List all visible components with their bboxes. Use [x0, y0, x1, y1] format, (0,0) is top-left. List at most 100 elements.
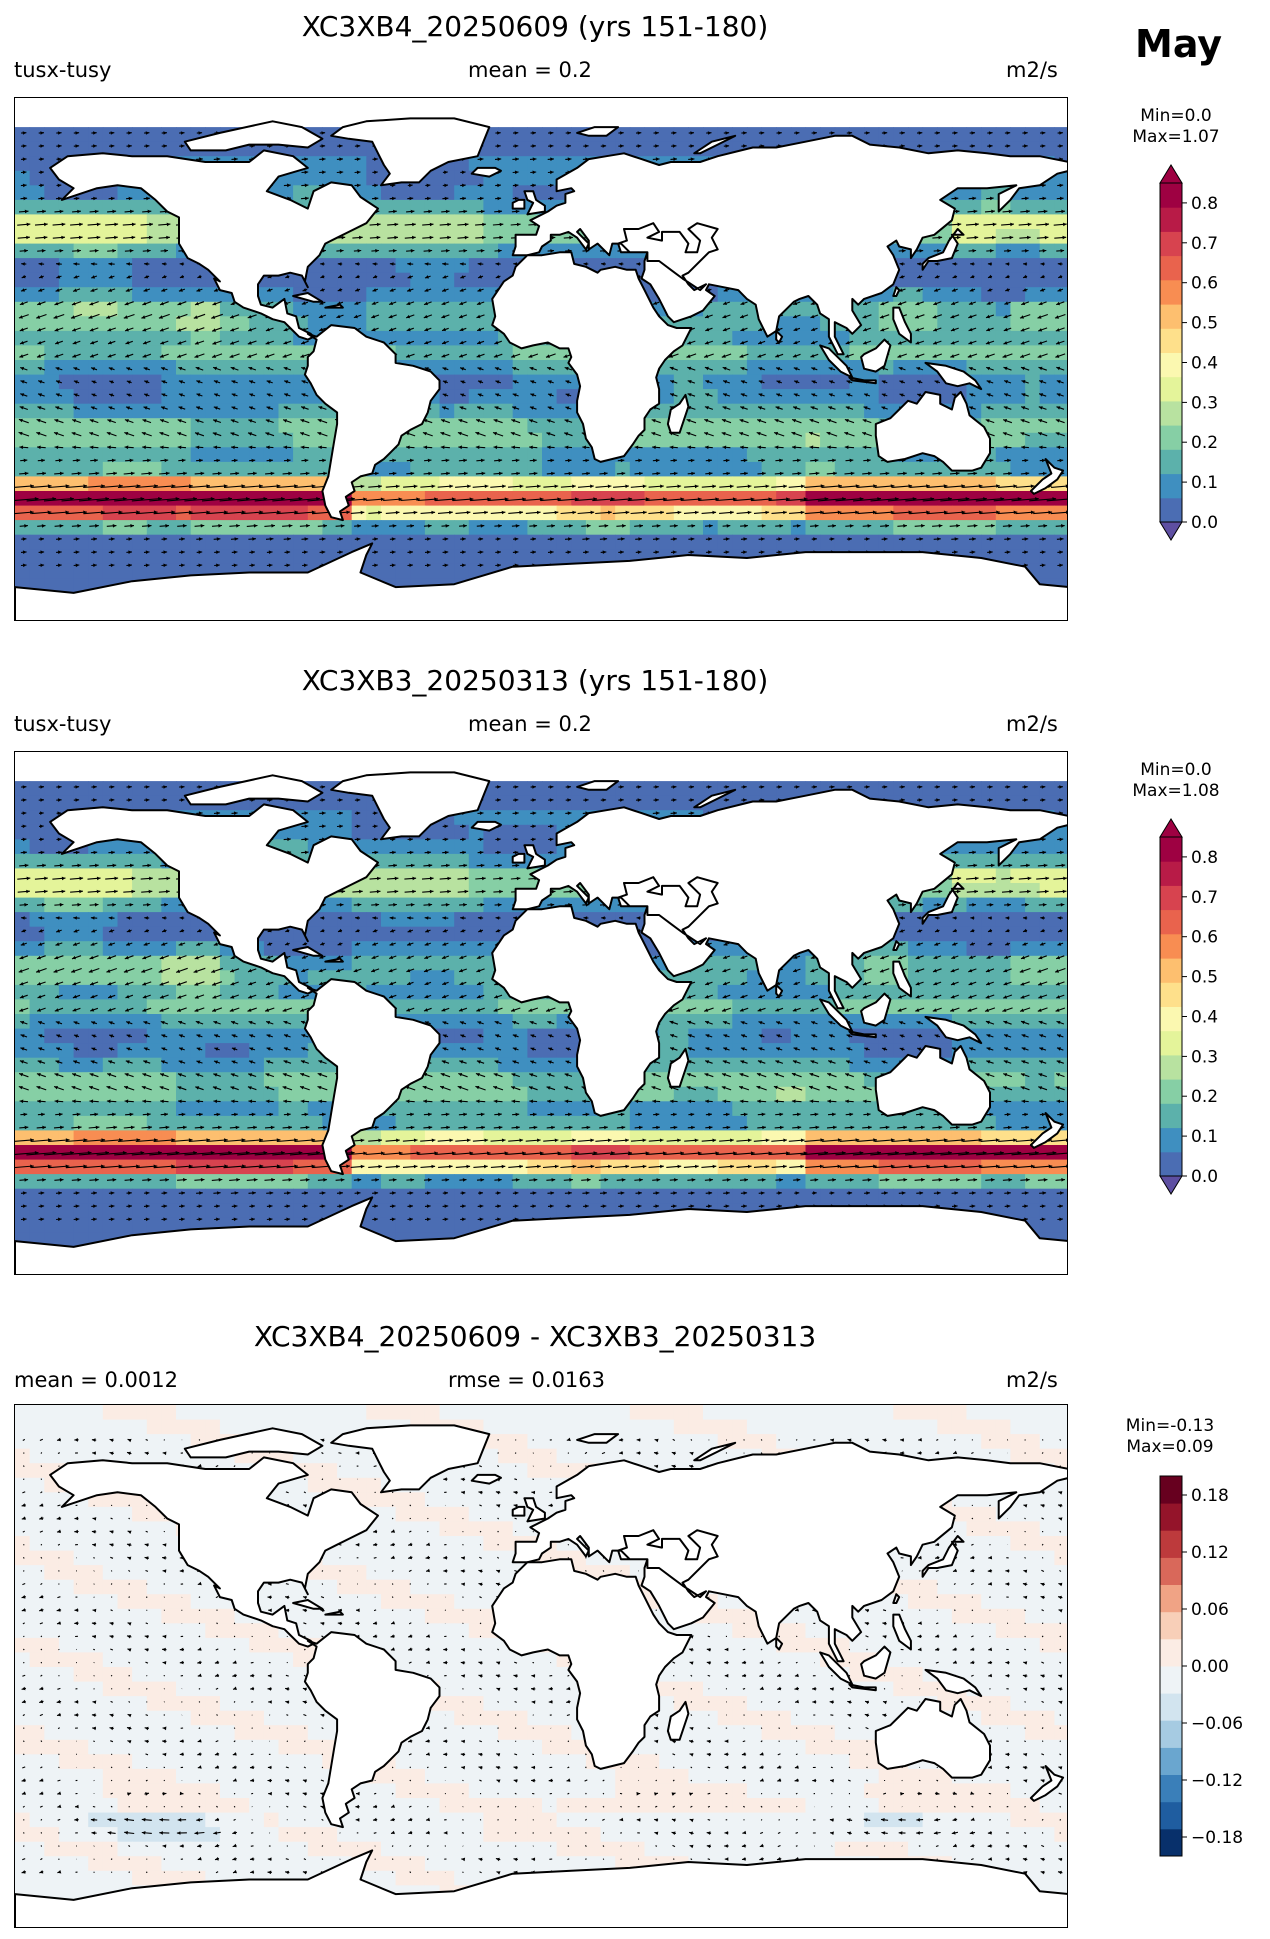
- land-new-zealand: [1029, 1765, 1065, 1802]
- units-label: m2/s: [1006, 1368, 1058, 1392]
- units-label: m2/s: [1006, 58, 1058, 82]
- colorbar-tick-label: 0.7: [1191, 888, 1218, 908]
- land-iceland: [470, 166, 502, 178]
- rmse-label: rmse = 0.0163: [448, 1368, 606, 1392]
- colorbar-segment: [1160, 1151, 1182, 1177]
- colorbar-tick-label: 0.4: [1191, 354, 1218, 374]
- colorbar-segment: [1160, 1503, 1182, 1531]
- colorbar-tick-label: 0.6: [1191, 928, 1218, 948]
- colorbar-segment: [1160, 933, 1182, 959]
- land-greenland: [330, 771, 491, 841]
- colorbar-segment: [1160, 982, 1182, 1007]
- colorbar-segment: [1160, 449, 1182, 475]
- colorbar-segment: [1160, 1638, 1182, 1667]
- colorbar-tick-label: 0.8: [1191, 848, 1218, 868]
- land-africa: [491, 905, 693, 1117]
- land-north-america: [49, 803, 379, 995]
- colorbar-tick-label: 0.6: [1191, 274, 1218, 294]
- land-australia: [874, 391, 991, 472]
- colorbar-segment: [1160, 352, 1182, 378]
- colorbar-tick-label: −0.18: [1191, 1828, 1243, 1848]
- colorbar-segment: [1160, 958, 1182, 983]
- land-greenland: [330, 117, 491, 187]
- map-svg: [15, 98, 1067, 620]
- land-cuba: [292, 1599, 324, 1610]
- land-new-guinea: [924, 1668, 983, 1698]
- land-uk: [523, 844, 546, 870]
- land-japan: [921, 1535, 965, 1578]
- colorbar-tick-label: 0.06: [1191, 1600, 1229, 1620]
- land-antarctica: [15, 1196, 1067, 1274]
- land-novaya-zemlya: [693, 134, 737, 155]
- colorbar-segment: [1160, 1693, 1182, 1721]
- land-south-america: [303, 1631, 441, 1829]
- colorbar-segment: [1160, 231, 1182, 257]
- continents: [15, 771, 1067, 1274]
- colorbar-tick-label: 0.5: [1191, 314, 1218, 334]
- land-australia: [874, 1698, 991, 1779]
- colorbar-segment: [1160, 1030, 1182, 1056]
- land-borneo: [860, 992, 892, 1027]
- land-antarctica: [15, 1849, 1067, 1927]
- colorbar: 0.0 0.1 0.2 0.3 0.4 0.5 0.6 0.7 0.8: [1159, 164, 1218, 541]
- colorbar-tick-label: 0.3: [1191, 393, 1218, 413]
- min-label: Min=0.0: [1140, 760, 1212, 780]
- land-eurasia: [511, 788, 1067, 1010]
- map: [14, 1404, 1068, 1928]
- colorbar-segment: [1160, 1054, 1182, 1080]
- land-north-america: [49, 149, 379, 341]
- colorbar-tick-label: 0.2: [1191, 1087, 1218, 1107]
- colorbar-tick-label: 0.00: [1191, 1657, 1229, 1677]
- colorbar-tick-label: 0.5: [1191, 968, 1218, 988]
- colorbar-segment: [1160, 473, 1182, 499]
- land-java: [848, 376, 877, 385]
- mean-label: mean = 0.0012: [14, 1368, 178, 1392]
- land-greenland: [330, 1424, 491, 1494]
- land-cuba: [292, 292, 324, 303]
- land-taiwan: [892, 940, 901, 951]
- land-new-zealand: [1029, 458, 1065, 495]
- colorbar-segment: [1160, 183, 1182, 208]
- panel-title: XC3XB3_20250313 (yrs 151-180): [301, 664, 769, 697]
- land-svalbard: [576, 780, 620, 791]
- colorbar-segment: [1160, 255, 1182, 281]
- continents: [15, 117, 1067, 620]
- month-label: May: [1135, 22, 1223, 66]
- land-madagascar: [666, 1047, 690, 1088]
- land-madagascar: [666, 393, 690, 434]
- colorbar-frame: [1159, 836, 1183, 1177]
- land-svalbard: [576, 1433, 620, 1444]
- mean-label: mean = 0.2: [468, 712, 592, 736]
- map-svg: [15, 752, 1067, 1274]
- colorbar-segment: [1160, 1584, 1182, 1613]
- min-max-label: Min=-0.13 Max=0.09: [1090, 1416, 1250, 1458]
- land-australia: [874, 1045, 991, 1126]
- land-antarctica: [15, 542, 1067, 620]
- land-iceland: [470, 820, 502, 832]
- colorbar-tick-label: 0.1: [1191, 473, 1218, 493]
- colorbar-tick-label: 0.7: [1191, 234, 1218, 254]
- colorbar-segment: [1160, 1530, 1182, 1558]
- land-ireland: [511, 198, 526, 210]
- min-label: Min=-0.13: [1125, 1416, 1215, 1436]
- colorbar-extend-max: [1159, 818, 1183, 838]
- land-south-america: [303, 978, 441, 1176]
- land-iceland: [470, 1473, 502, 1485]
- land-borneo: [860, 1645, 892, 1680]
- mean-label: mean = 0.2: [468, 58, 592, 82]
- colorbar-tick-label: 0.1: [1191, 1127, 1218, 1147]
- land-philippines: [892, 960, 912, 998]
- colorbar-extend-min: [1159, 521, 1183, 541]
- land-south-america: [303, 324, 441, 522]
- land-svalbard: [576, 126, 620, 137]
- land-north-america: [49, 1456, 379, 1648]
- colorbar-segment: [1160, 1666, 1182, 1694]
- max-label: Max=0.09: [1126, 1437, 1214, 1457]
- land-eurasia: [511, 134, 1067, 356]
- land-borneo: [860, 338, 892, 373]
- panel-title: XC3XB4_20250609 - XC3XB3_20250313: [253, 1320, 817, 1353]
- land-canadian-archipelago: [183, 1427, 324, 1459]
- colorbar-segment: [1160, 279, 1182, 305]
- land-hispaniola: [324, 303, 344, 309]
- colorbar-segment: [1160, 425, 1182, 450]
